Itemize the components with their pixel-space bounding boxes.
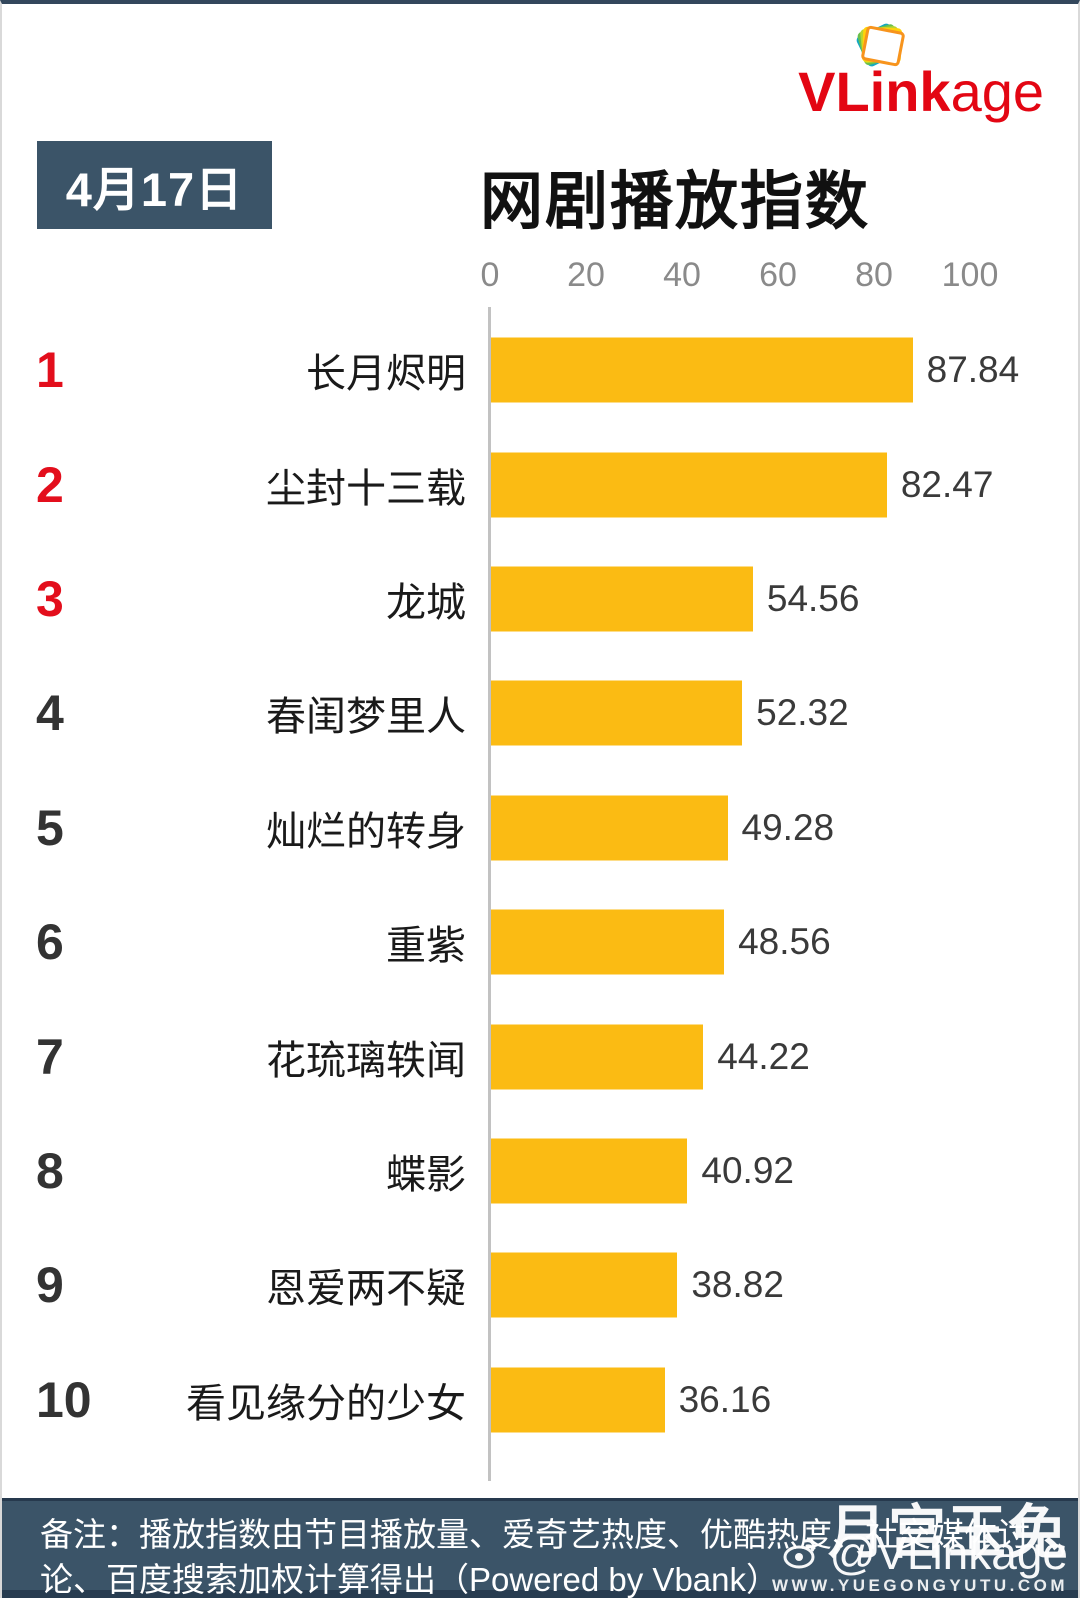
value-label: 87.84 (926, 349, 1020, 391)
category-label: 恩爱两不疑 (266, 1267, 466, 1312)
bar (491, 1367, 665, 1433)
rank-label: 7 (36, 1028, 64, 1085)
date-badge: 4月17日 (37, 141, 272, 229)
x-axis: 0 20 40 60 80 100 (2, 256, 1078, 296)
rank-label: 1 (36, 342, 64, 399)
chart-rows: 1 长月烬明 87.84 2 尘封十三载 82.47 3 龙城 54.56 4 春闺梦里人 52.32… (2, 313, 1078, 1457)
x-axis-tick: 0 (480, 256, 500, 294)
footer: 备注：播放指数由节目播放量、爱奇艺热度、优酷热度、社交媒体讨论、百度搜索加权计算… (2, 1498, 1078, 1598)
footnote-text: 备注：播放指数由节目播放量、爱奇艺热度、优酷热度、社交媒体讨论、百度搜索加权计算… (40, 1516, 1030, 1598)
chart-row: 4 春闺梦里人 52.32 (2, 656, 1078, 770)
y-axis-line (488, 307, 491, 1481)
chart-row: 3 龙城 54.56 (2, 542, 1078, 656)
category-label: 尘封十三载 (266, 466, 466, 511)
category-label: 看见缘分的少女 (186, 1381, 466, 1426)
chart-row: 7 花琉璃轶闻 44.22 (2, 999, 1078, 1113)
value-label: 52.32 (756, 692, 849, 734)
value-label: 44.22 (717, 1035, 810, 1077)
x-axis-tick: 80 (855, 256, 893, 294)
rank-label: 6 (36, 914, 64, 971)
bar (491, 1024, 704, 1090)
rank-label: 5 (36, 799, 64, 856)
category-label: 春闺梦里人 (266, 695, 466, 740)
category-label: 蝶影 (386, 1152, 466, 1197)
bar (491, 337, 913, 403)
vlinkage-logo: VLinkage (798, 23, 1044, 120)
x-axis-tick: 20 (567, 256, 605, 294)
rank-label: 4 (36, 685, 64, 742)
value-label: 40.92 (701, 1149, 794, 1191)
bar (491, 1138, 688, 1204)
x-axis-tick: 40 (663, 256, 701, 294)
bar (491, 1252, 678, 1318)
stacked-frames-icon (856, 23, 905, 67)
chart-row: 8 蝶影 40.92 (2, 1114, 1078, 1228)
chart-row: 6 重紫 48.56 (2, 885, 1078, 999)
rank-label: 2 (36, 456, 64, 513)
rank-label: 10 (36, 1371, 92, 1428)
x-axis-tick: 60 (759, 256, 797, 294)
bar (491, 452, 887, 518)
chart-row: 5 灿烂的转身 49.28 (2, 771, 1078, 885)
value-label: 36.16 (678, 1378, 772, 1420)
value-label: 38.82 (691, 1264, 784, 1306)
value-label: 54.56 (766, 577, 860, 619)
rank-label: 9 (36, 1257, 64, 1314)
chart-row: 9 恩爱两不疑 38.82 (2, 1228, 1078, 1342)
value-label: 82.47 (900, 463, 994, 505)
logo-text: VLinkage (798, 64, 1044, 120)
chart-row: 2 尘封十三载 82.47 (2, 427, 1078, 541)
category-label: 长月烬明 (306, 352, 466, 397)
category-label: 花琉璃轶闻 (266, 1038, 466, 1083)
category-label: 龙城 (386, 580, 466, 625)
value-label: 48.56 (738, 921, 831, 963)
chart-title: 网剧播放指数 (480, 167, 870, 237)
category-label: 重紫 (386, 924, 466, 969)
bar (491, 566, 753, 632)
chart-row: 1 长月烬明 87.84 (2, 313, 1078, 427)
logo-text-bold: VLink (798, 60, 951, 123)
bar (491, 795, 728, 861)
logo-text-light: age (950, 60, 1044, 123)
chart-row: 10 看见缘分的少女 36.16 (2, 1343, 1078, 1457)
rank-label: 8 (36, 1142, 64, 1199)
value-label: 49.28 (741, 806, 835, 848)
bar (491, 909, 725, 975)
rank-label: 3 (36, 570, 64, 627)
category-label: 灿烂的转身 (266, 809, 466, 854)
bar (491, 680, 743, 746)
x-axis-tick: 100 (941, 256, 999, 294)
